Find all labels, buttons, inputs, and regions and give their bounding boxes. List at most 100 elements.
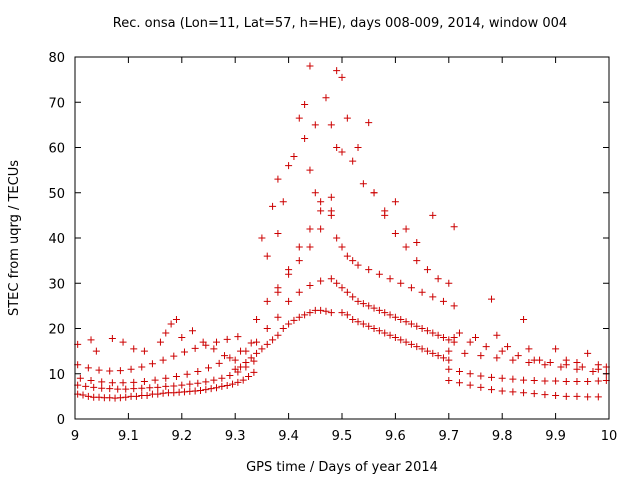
data-point (333, 67, 341, 75)
x-tick-label: 9.7 (438, 429, 459, 444)
data-point (274, 175, 282, 183)
data-point (108, 379, 116, 387)
data-point (423, 266, 431, 274)
data-point (530, 390, 538, 398)
data-point (186, 380, 194, 388)
data-point (229, 380, 237, 388)
data-point (322, 94, 330, 102)
data-point (450, 334, 458, 342)
data-point (445, 347, 453, 355)
data-point (327, 193, 335, 201)
data-point (354, 144, 362, 151)
data-point (82, 382, 90, 390)
data-point (589, 367, 597, 375)
data-point (215, 359, 223, 367)
data-point (573, 377, 581, 385)
data-point (562, 392, 570, 400)
data-point (386, 311, 394, 319)
data-point (450, 302, 458, 310)
data-point (338, 309, 346, 317)
data-point (127, 365, 135, 373)
data-point (391, 334, 399, 342)
data-point (407, 284, 415, 292)
data-point (180, 348, 188, 356)
data-point (205, 364, 212, 372)
y-tick-label: 50 (48, 187, 65, 202)
data-point (562, 377, 570, 385)
data-point (223, 335, 231, 343)
data-point (98, 378, 106, 386)
data-point (375, 270, 383, 278)
data-point (311, 189, 319, 197)
data-point (274, 288, 282, 296)
x-tick-label: 9 (71, 429, 79, 444)
data-point (116, 367, 124, 375)
data-point (210, 376, 218, 384)
data-point (541, 361, 549, 369)
data-point (338, 148, 346, 156)
data-point (188, 327, 196, 335)
data-point (552, 391, 560, 399)
data-point (354, 261, 362, 269)
data-point (295, 288, 303, 296)
data-point (429, 293, 437, 301)
data-point (199, 338, 207, 346)
data-point (253, 349, 261, 357)
data-point (247, 339, 255, 347)
data-point (178, 381, 186, 389)
data-point (306, 309, 314, 317)
data-point (253, 315, 261, 323)
data-point (162, 382, 170, 390)
data-point (375, 306, 383, 314)
data-point (359, 320, 367, 328)
data-point (295, 243, 303, 251)
data-point (218, 374, 226, 382)
data-point (140, 347, 148, 355)
data-point (146, 384, 154, 392)
data-point (301, 134, 309, 142)
data-point (84, 392, 92, 400)
data-point (213, 384, 221, 392)
data-point (306, 243, 314, 251)
data-point (151, 376, 159, 384)
data-point (391, 198, 399, 206)
data-point (397, 279, 405, 287)
data-point (87, 377, 95, 385)
data-point (194, 367, 202, 375)
data-point (370, 304, 378, 312)
data-point (202, 386, 210, 394)
data-point (274, 313, 282, 321)
data-point (196, 386, 204, 394)
data-point (359, 180, 367, 188)
data-point (162, 374, 170, 382)
data-point (557, 363, 565, 371)
data-point (445, 279, 453, 287)
data-point (349, 293, 357, 301)
x-tick-label: 9.5 (332, 429, 353, 444)
data-point (130, 385, 138, 393)
chart-title: Rec. onsa (Lon=11, Lat=57, h=HE), days 0… (113, 16, 567, 31)
data-point (263, 340, 271, 348)
data-point (546, 358, 554, 366)
x-tick-label: 9.9 (545, 429, 566, 444)
data-point (301, 311, 309, 319)
data-point (130, 378, 138, 386)
data-point (231, 365, 239, 373)
data-point (242, 347, 250, 355)
data-point (562, 356, 570, 364)
data-point (445, 356, 453, 364)
data-point (263, 325, 271, 332)
data-point (258, 345, 266, 353)
data-point (386, 331, 394, 339)
data-point (317, 225, 325, 233)
data-point (509, 375, 517, 383)
data-point (434, 275, 442, 283)
data-point (343, 311, 351, 319)
data-point (493, 331, 501, 339)
data-point (349, 157, 357, 165)
data-point (493, 354, 501, 362)
data-point (317, 306, 325, 314)
data-point (418, 345, 426, 353)
data-point (386, 275, 394, 283)
